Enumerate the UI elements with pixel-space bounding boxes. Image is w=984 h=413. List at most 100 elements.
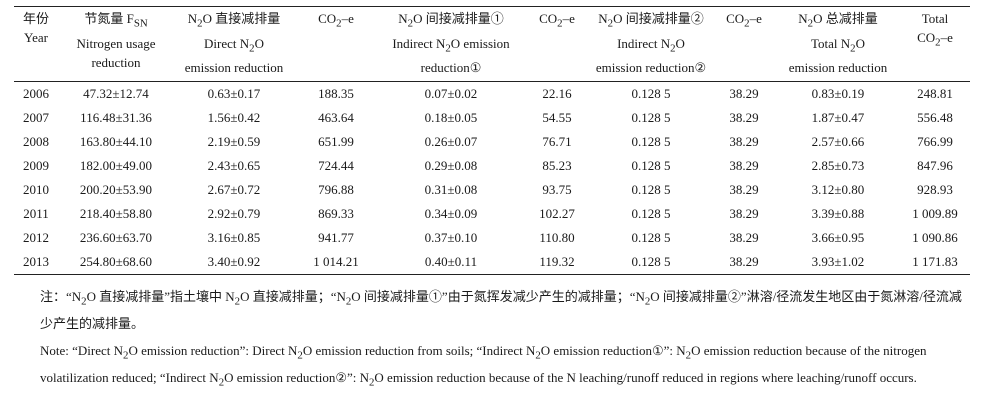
table-cell: 0.34±0.09 bbox=[424, 206, 478, 222]
table-cell: 38.29 bbox=[729, 158, 759, 174]
year-cell: 2010 bbox=[23, 182, 49, 198]
table-cell: 2.67±0.72 bbox=[207, 182, 261, 198]
table-cell: 0.31±0.08 bbox=[424, 182, 478, 198]
year-cell: 2012 bbox=[23, 230, 49, 246]
emission-reduction-table: 年份 Year 节氮量 FSN Nitrogen usage reduction N2O … bbox=[14, 6, 970, 275]
table-cell: 2.57±0.66 bbox=[811, 134, 865, 150]
table-row: 2012 236.60±63.70 3.16±0.85 941.77 0.37±0.10… bbox=[14, 226, 970, 250]
table-cell: 0.128 5 bbox=[631, 182, 671, 198]
column-header-line: CO2–e bbox=[539, 11, 575, 30]
table-cell: 0.63±0.17 bbox=[207, 86, 261, 102]
column-header-line: Direct N2O bbox=[204, 35, 264, 55]
table-row: 2010 200.20±53.90 2.67±0.72 796.88 0.31±0.08… bbox=[14, 178, 970, 202]
table-cell: 110.80 bbox=[539, 230, 575, 246]
table-cell: 38.29 bbox=[729, 110, 759, 126]
year-cell: 2008 bbox=[23, 134, 49, 150]
table-cell: 0.128 5 bbox=[631, 158, 671, 174]
table-cell: 3.66±0.95 bbox=[811, 230, 865, 246]
table-cell: 38.29 bbox=[729, 182, 759, 198]
column-header-line: N2O 直接减排量 bbox=[187, 11, 281, 30]
column-header-6: N2O 间接减排量② Indirect N2O emission reduction… bbox=[590, 7, 712, 82]
table-cell: 463.64 bbox=[318, 110, 354, 126]
column-header-line: N2O 总减排量 bbox=[798, 11, 878, 30]
table-cell: 3.16±0.85 bbox=[207, 230, 261, 246]
table-cell: 3.93±1.02 bbox=[811, 254, 865, 270]
table-cell: 3.40±0.92 bbox=[207, 254, 261, 270]
column-header-line: Indirect N2O emission bbox=[392, 35, 510, 55]
column-header-line: CO2–e bbox=[726, 11, 762, 30]
table-body: 2006 47.32±12.74 0.63±0.17 188.35 0.07±0.02 2… bbox=[14, 82, 970, 275]
column-header-line: Year bbox=[24, 30, 48, 45]
table-row: 2007 116.48±31.36 1.56±0.42 463.64 0.18±0.05… bbox=[14, 106, 970, 130]
column-header-5: CO2–e bbox=[524, 7, 590, 82]
column-header-4: N2O 间接减排量① Indirect N2O emission reduction… bbox=[378, 7, 524, 82]
table-header: 年份 Year 节氮量 FSN Nitrogen usage reduction N2O … bbox=[14, 6, 970, 82]
table-cell: 182.00±49.00 bbox=[79, 158, 153, 174]
table-cell: 0.40±0.11 bbox=[424, 254, 478, 270]
table-cell: 2.43±0.65 bbox=[207, 158, 261, 174]
table-cell: 0.37±0.10 bbox=[424, 230, 478, 246]
table-cell: 0.18±0.05 bbox=[424, 110, 478, 126]
table-cell: 236.60±63.70 bbox=[79, 230, 153, 246]
year-cell: 2009 bbox=[23, 158, 49, 174]
header-row: 年份 Year 节氮量 FSN Nitrogen usage reduction N2O … bbox=[14, 6, 970, 82]
column-header-line: CO2–e bbox=[917, 30, 953, 49]
column-header-2: N2O 直接减排量 Direct N2O emission reduction bbox=[174, 7, 294, 82]
table-cell: 38.29 bbox=[729, 134, 759, 150]
year-cell: 2013 bbox=[23, 254, 49, 270]
table-cell: 200.20±53.90 bbox=[79, 182, 153, 198]
table-row: 2013 254.80±68.60 3.40±0.92 1 014.21 0.40±0.… bbox=[14, 250, 970, 275]
table-cell: 2.85±0.73 bbox=[811, 158, 865, 174]
table-cell: 38.29 bbox=[729, 86, 759, 102]
table-cell: 188.35 bbox=[318, 86, 354, 102]
table-cell: 1.87±0.47 bbox=[811, 110, 865, 126]
column-header-line: emission reduction bbox=[788, 60, 888, 76]
table-row: 2011 218.40±58.80 2.92±0.79 869.33 0.34±0.09… bbox=[14, 202, 970, 226]
table-cell: 54.55 bbox=[542, 110, 572, 126]
table-cell: 76.71 bbox=[542, 134, 572, 150]
table-cell: 0.128 5 bbox=[631, 254, 671, 270]
table-cell: 38.29 bbox=[729, 254, 759, 270]
table-cell: 1 014.21 bbox=[313, 254, 359, 270]
table-cell: 766.99 bbox=[917, 134, 953, 150]
column-header-8: N2O 总减排量 Total N2O emission reduction bbox=[776, 7, 900, 82]
table-row: 2006 47.32±12.74 0.63±0.17 188.35 0.07±0.02 2… bbox=[14, 82, 970, 107]
column-header-1: 节氮量 FSN Nitrogen usage reduction bbox=[58, 7, 174, 82]
column-header-line: N2O 间接减排量① bbox=[398, 11, 504, 30]
note-chinese: 注：“N2O 直接减排量”指土壤中 N2O 直接减排量；“N2O 间接减排量①”… bbox=[40, 289, 962, 331]
year-cell: 2011 bbox=[23, 206, 49, 222]
column-header-line: reduction bbox=[91, 54, 141, 70]
table-cell: 869.33 bbox=[318, 206, 354, 222]
column-header-3: CO2–e bbox=[294, 7, 378, 82]
table-cell: 941.77 bbox=[318, 230, 354, 246]
column-header-line: Nitrogen usage bbox=[76, 35, 156, 51]
column-header-line: emission reduction② bbox=[595, 60, 707, 76]
table-cell: 724.44 bbox=[318, 158, 354, 174]
table-cell: 102.27 bbox=[539, 206, 575, 222]
table-cell: 119.32 bbox=[539, 254, 575, 270]
column-header-line: emission reduction bbox=[184, 60, 284, 76]
table-cell: 47.32±12.74 bbox=[83, 86, 149, 102]
table-cell: 1.56±0.42 bbox=[207, 110, 261, 126]
column-header-line: reduction① bbox=[420, 60, 482, 76]
table-cell: 38.29 bbox=[729, 206, 759, 222]
table-cell: 93.75 bbox=[542, 182, 572, 198]
column-header-line: N2O 间接减排量② bbox=[598, 11, 704, 30]
table-cell: 0.26±0.07 bbox=[424, 134, 478, 150]
table-cell: 2.19±0.59 bbox=[207, 134, 261, 150]
table-cell: 928.93 bbox=[917, 182, 953, 198]
table-cell: 0.29±0.08 bbox=[424, 158, 478, 174]
column-header-7: CO2–e bbox=[712, 7, 776, 82]
column-header-line: 年份 bbox=[22, 11, 49, 26]
table-cell: 1 009.89 bbox=[912, 206, 958, 222]
table-row: 2009 182.00±49.00 2.43±0.65 724.44 0.29±0.08… bbox=[14, 154, 970, 178]
table-cell: 254.80±68.60 bbox=[79, 254, 153, 270]
table-cell: 1 090.86 bbox=[912, 230, 958, 246]
table-cell: 248.81 bbox=[917, 86, 953, 102]
table-row: 2008 163.80±44.10 2.19±0.59 651.99 0.26±0.07… bbox=[14, 130, 970, 154]
table-cell: 163.80±44.10 bbox=[79, 134, 153, 150]
year-cell: 2006 bbox=[23, 86, 49, 102]
column-header-line: 节氮量 FSN bbox=[84, 11, 148, 30]
table-cell: 847.96 bbox=[917, 158, 953, 174]
